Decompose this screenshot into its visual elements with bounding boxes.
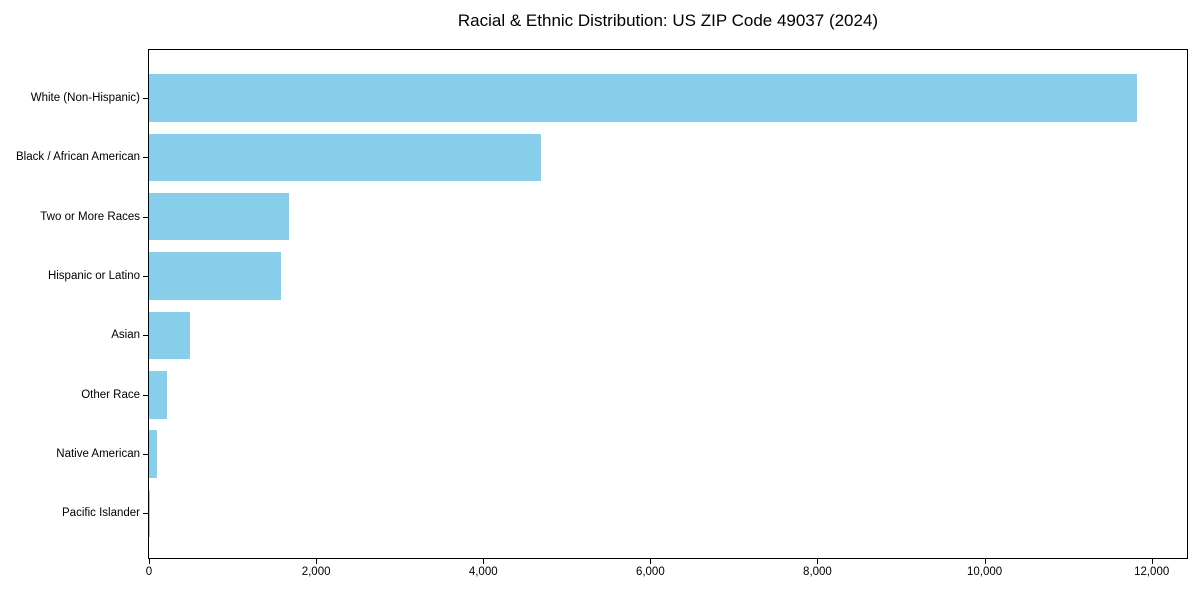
x-axis-tick-label: 10,000 <box>966 566 1003 578</box>
y-axis-tick-mark <box>143 335 148 337</box>
x-axis-tick-mark <box>1151 559 1153 564</box>
bar <box>149 192 289 241</box>
x-axis-tick-mark <box>817 559 819 564</box>
y-axis-tick-mark <box>143 394 148 396</box>
y-axis-tick-mark <box>143 216 148 218</box>
y-axis-tick-mark <box>143 98 148 99</box>
y-axis-tick-mark <box>143 513 148 515</box>
y-axis-label: Asian <box>111 329 140 342</box>
bar <box>149 371 168 419</box>
y-axis-label: White (Non-Hispanic) <box>30 92 140 104</box>
x-axis-tick-label: 2,000 <box>301 566 331 578</box>
y-axis-tick-mark <box>143 276 148 278</box>
bar <box>149 489 150 538</box>
bar <box>149 252 281 300</box>
y-axis-label: Other Race <box>81 388 140 401</box>
x-axis-tick-label: 6,000 <box>635 566 665 578</box>
bar <box>149 74 1138 122</box>
y-axis-tick-mark <box>143 454 148 456</box>
bar <box>149 430 158 478</box>
x-axis-tick-mark <box>984 559 986 564</box>
x-axis-tick-mark <box>483 559 485 564</box>
y-axis-label: Two or More Races <box>40 210 140 223</box>
x-axis-tick-label: 0 <box>145 566 153 578</box>
x-axis-tick-label: 12,000 <box>1134 566 1170 578</box>
plot-area <box>148 49 1188 559</box>
y-axis-label: Hispanic or Latino <box>47 270 140 283</box>
x-axis-tick-label: 4,000 <box>468 566 498 578</box>
x-axis-tick-mark <box>149 559 150 564</box>
y-axis-label: Black / African American <box>16 151 140 164</box>
y-axis-label: Pacific Islander <box>62 507 140 520</box>
bar <box>149 133 541 182</box>
y-axis-label: Native American <box>56 448 140 461</box>
y-axis-tick-mark <box>143 157 148 159</box>
x-axis-tick-mark <box>650 559 652 564</box>
x-axis-tick-mark <box>316 559 318 564</box>
bar <box>149 311 190 360</box>
x-axis-tick-label: 8,000 <box>803 566 832 578</box>
chart-title: Racial & Ethnic Distribution: US ZIP Cod… <box>457 11 879 30</box>
